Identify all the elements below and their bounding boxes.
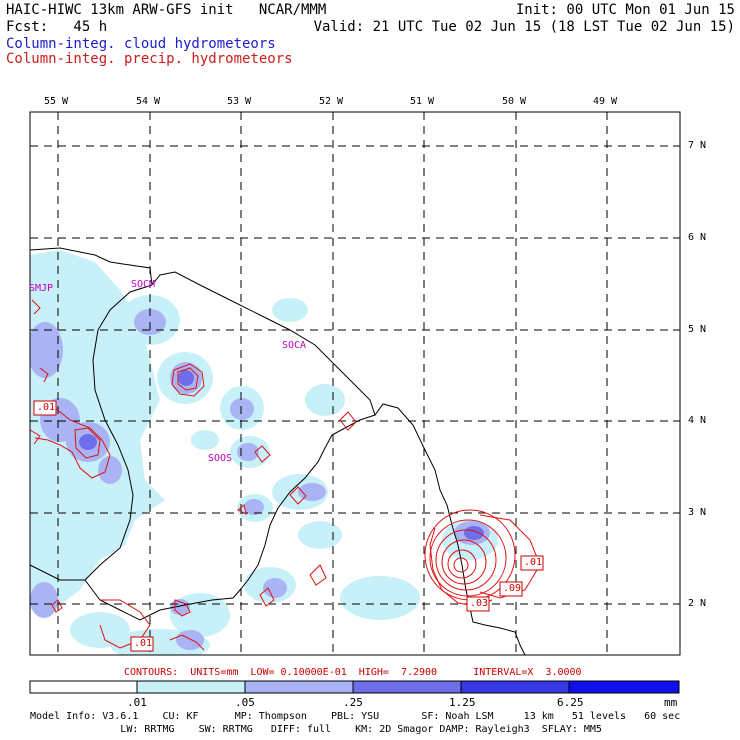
lon-label: 55 W: [44, 96, 69, 107]
station-label: SOOS: [208, 453, 233, 464]
colorbar-units: mm: [664, 696, 678, 709]
map-frame: [29, 111, 681, 656]
station-label: SOCM: [131, 279, 156, 290]
station-label: SOCA: [282, 340, 307, 351]
lon-label: 52 W: [319, 96, 344, 107]
forecast-hour: Fcst: 45 h: [6, 19, 108, 35]
lat-label: 3 N: [688, 507, 707, 518]
colorbar-label: 6.25: [557, 696, 584, 709]
lon-label: 54 W: [136, 96, 161, 107]
colorbar: [29, 680, 680, 694]
model-info-line1: Model Info: V3.6.1 CU: KF MP: Thompson P…: [30, 711, 681, 722]
field-cloud-label: Column-integ. cloud hydrometeors: [6, 36, 276, 52]
colorbar-label: .25: [343, 696, 363, 709]
contour-label: .09: [503, 583, 522, 594]
lon-label: 50 W: [502, 96, 527, 107]
lat-label: 5 N: [688, 324, 707, 335]
lat-label: 4 N: [688, 415, 707, 426]
contour-label: .01: [524, 557, 543, 568]
model-info-line2: LW: RRTMG SW: RRTMG DIFF: full KM: 2D Sm…: [30, 724, 602, 735]
lon-label: 49 W: [593, 96, 618, 107]
contour-info: CONTOURS: UNITS=mm LOW= 0.10000E-01 HIGH…: [124, 667, 582, 678]
station-label: SMJP: [29, 283, 54, 294]
contour-label: .03: [470, 598, 489, 609]
lat-label: 7 N: [688, 140, 707, 151]
contour-label: .01: [134, 638, 153, 649]
header-title: HAIC-HIWC 13km ARW-GFS init NCAR/MMM: [6, 2, 327, 18]
lat-label: 2 N: [688, 598, 707, 609]
contour-label: .01: [37, 402, 56, 413]
colorbar-label: .01: [127, 696, 147, 709]
field-precip-label: Column-integ. precip. hydrometeors: [6, 51, 293, 67]
colorbar-label: 1.25: [449, 696, 476, 709]
valid-time: Valid: 21 UTC Tue 02 Jun 15 (18 LST Tue …: [313, 19, 735, 35]
colorbar-label: .05: [235, 696, 255, 709]
init-time: Init: 00 UTC Mon 01 Jun 15: [515, 2, 735, 18]
contour-label-boxes: [33, 400, 544, 652]
coastline: [29, 247, 526, 656]
lat-label: 6 N: [688, 232, 707, 243]
tick-marks: [57, 112, 680, 605]
lon-label: 51 W: [410, 96, 435, 107]
lon-label: 53 W: [227, 96, 252, 107]
